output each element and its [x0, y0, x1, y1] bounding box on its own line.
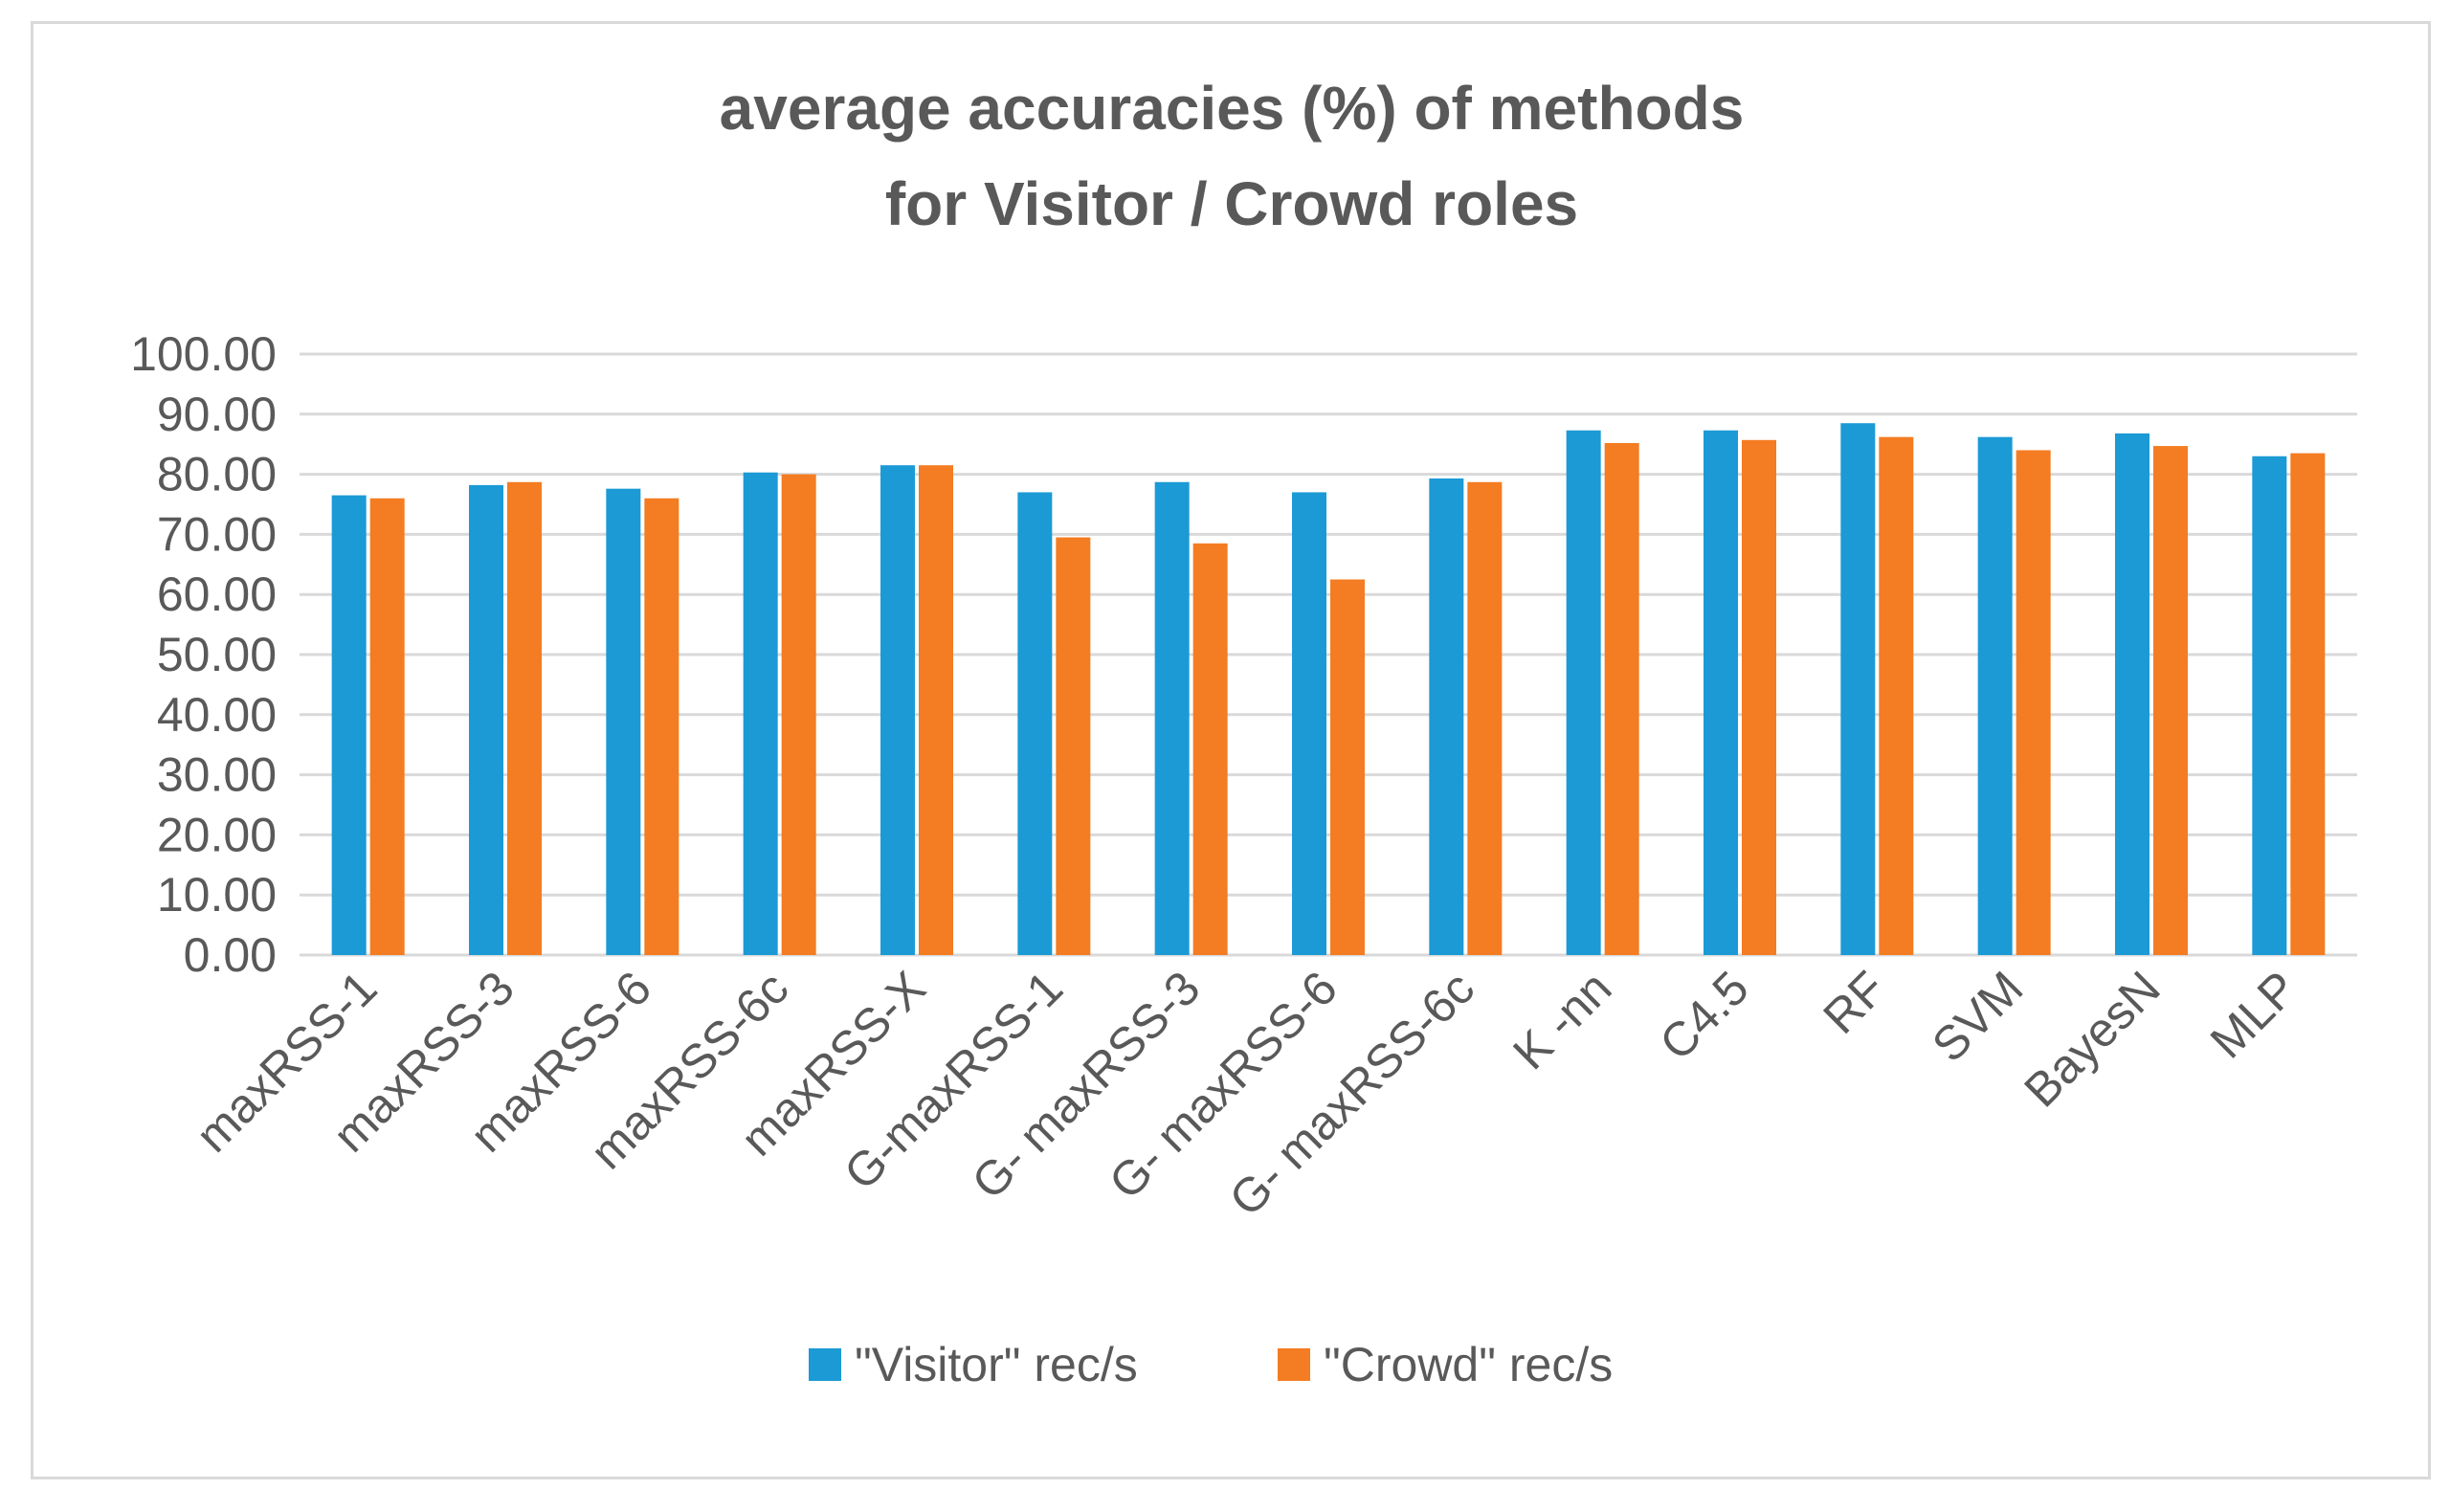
legend-label-visitor: "Visitor" rec/s — [855, 1338, 1138, 1391]
y-tick-label: 80.00 — [157, 448, 277, 501]
y-tick-label: 0.00 — [184, 928, 277, 982]
chart-title-line-2: for Visitor / Crowd roles — [885, 169, 1578, 238]
x-category-label: MLP — [2200, 961, 2307, 1068]
gridlines — [300, 352, 2357, 957]
x-category-label: BayesN — [2014, 961, 2170, 1117]
visitor-bar-maxrss-x — [880, 465, 915, 955]
visitor-bar-bayesn — [2115, 433, 2149, 955]
crowd-bar-bayesn — [2153, 446, 2188, 956]
legend: "Visitor" rec/s "Crowd" rec/s — [809, 1338, 1613, 1391]
chart-svg: average accuracies (%) of methods for Vis… — [130, 74, 2357, 1391]
y-tick-label: 20.00 — [157, 808, 277, 861]
chart-title: average accuracies (%) of methods for Vis… — [720, 74, 1745, 238]
visitor-bar-g-maxrss-3 — [1154, 481, 1190, 955]
y-tick-label: 10.00 — [157, 868, 277, 922]
x-category-label: G- maxRSS-6c — [1219, 961, 1484, 1226]
legend-swatch-crowd — [1278, 1348, 1310, 1381]
visitor-bar-g-maxrss-6c — [1429, 478, 1464, 955]
x-category-label: K -nn — [1503, 961, 1621, 1079]
crowd-bar-c4-5 — [1742, 439, 1776, 956]
crowd-bar-svm — [2016, 450, 2051, 956]
visitor-bar-maxrss-3 — [469, 484, 503, 955]
x-category-label: C4.5 — [1649, 961, 1758, 1070]
y-tick-label: 30.00 — [157, 748, 277, 802]
y-tick-label: 40.00 — [157, 688, 277, 742]
crowd-bar-maxrss-6 — [644, 498, 679, 955]
crowd-bar-g-maxrss-1 — [1056, 537, 1091, 955]
crowd-bar-g-maxrss-3 — [1192, 543, 1228, 955]
visitor-bar-maxrss-6 — [606, 488, 641, 955]
x-axis-categories: maxRSS-1maxRSS-3maxRSS-6maxRSS-6cmaxRSS-… — [186, 961, 2307, 1226]
bars — [331, 423, 2326, 956]
visitor-bar-g-maxrss-1 — [1017, 492, 1053, 955]
crowd-bar-maxrss-x — [919, 465, 953, 955]
crowd-bar-g-maxrss-6 — [1330, 579, 1365, 955]
y-tick-label: 50.00 — [157, 628, 277, 681]
legend-swatch-visitor — [809, 1348, 841, 1381]
y-tick-label: 90.00 — [157, 388, 277, 441]
crowd-bar-maxrss-3 — [507, 481, 542, 955]
y-tick-label: 70.00 — [157, 507, 277, 561]
visitor-bar-svm — [1977, 436, 2013, 955]
crowd-bar-g-maxrss-6c — [1467, 481, 1503, 955]
visitor-bar-g-maxrss-6 — [1292, 492, 1326, 955]
y-tick-label: 60.00 — [157, 567, 277, 621]
x-category-label: SVM — [1922, 961, 2033, 1072]
crowd-bar-mlp — [2290, 453, 2326, 955]
crowd-bar-maxrss-6c — [781, 474, 816, 955]
legend-label-crowd: "Crowd" rec/s — [1324, 1338, 1613, 1391]
chart-title-line-1: average accuracies (%) of methods — [720, 74, 1745, 143]
y-axis-ticks: 0.00 10.00 20.00 30.00 40.00 50.00 60.00 70.00 8… — [130, 327, 277, 982]
chart-frame: average accuracies (%) of methods for Vis… — [31, 21, 2431, 1479]
visitor-bar-maxrss-1 — [331, 495, 367, 955]
crowd-bar-maxrss-1 — [369, 498, 405, 955]
visitor-bar-mlp — [2252, 456, 2287, 955]
visitor-bar-k-nn — [1566, 430, 1601, 956]
visitor-bar-maxrss-6c — [743, 472, 778, 955]
visitor-bar-rf — [1840, 423, 1876, 956]
crowd-bar-rf — [1879, 436, 1914, 955]
crowd-bar-k-nn — [1604, 442, 1639, 956]
y-tick-label: 100.00 — [130, 327, 277, 381]
x-category-label: RF — [1813, 961, 1896, 1044]
visitor-bar-c4-5 — [1704, 430, 1738, 956]
